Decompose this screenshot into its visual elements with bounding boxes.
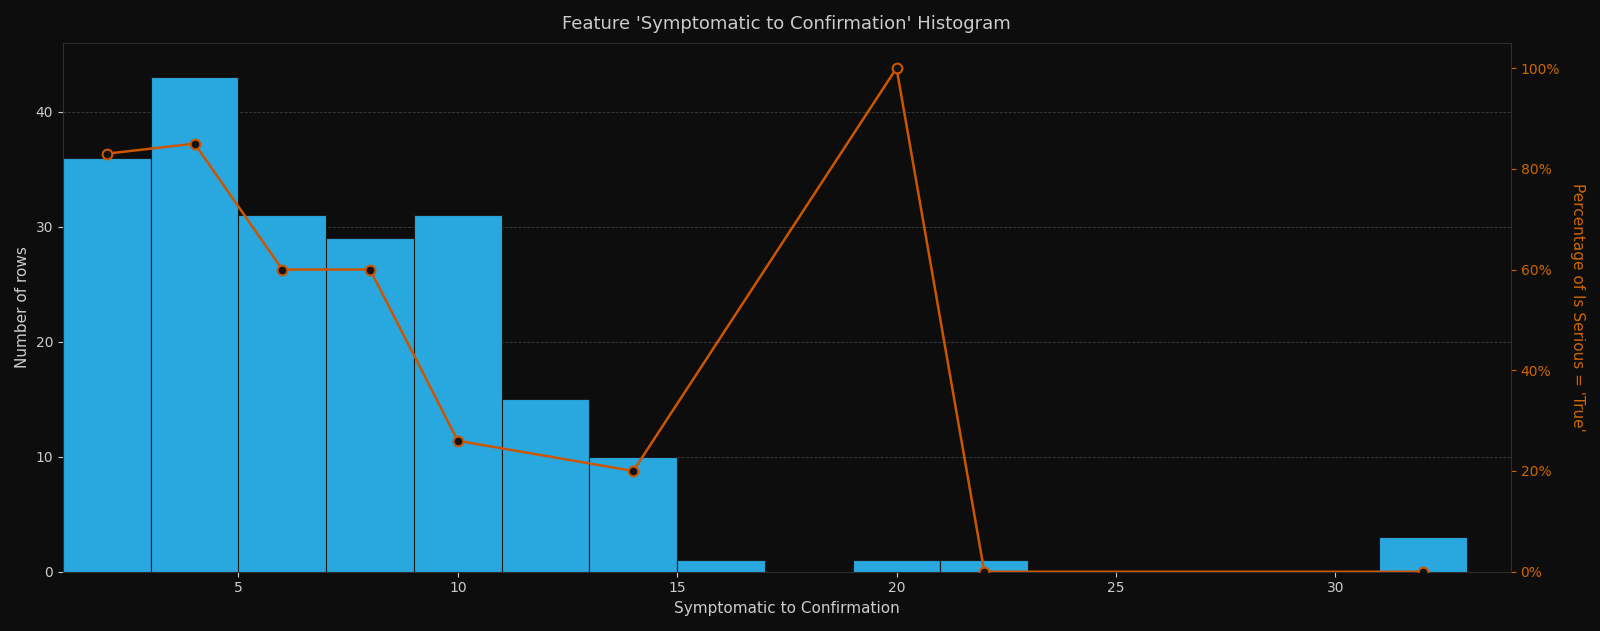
Bar	[150, 78, 238, 572]
Bar	[62, 158, 150, 572]
Bar	[853, 560, 941, 572]
Y-axis label: Number of rows: Number of rows	[14, 246, 30, 369]
Title: Feature 'Symptomatic to Confirmation' Histogram: Feature 'Symptomatic to Confirmation' Hi…	[563, 15, 1011, 33]
Bar	[589, 457, 677, 572]
Y-axis label: Percentage of Is Serious = 'True': Percentage of Is Serious = 'True'	[1570, 183, 1586, 432]
Bar	[238, 215, 326, 572]
Bar	[1379, 537, 1467, 572]
Bar	[941, 560, 1029, 572]
Bar	[326, 239, 414, 572]
Bar	[502, 399, 589, 572]
Bar	[414, 215, 502, 572]
Bar	[677, 560, 765, 572]
X-axis label: Symptomatic to Confirmation: Symptomatic to Confirmation	[674, 601, 899, 616]
